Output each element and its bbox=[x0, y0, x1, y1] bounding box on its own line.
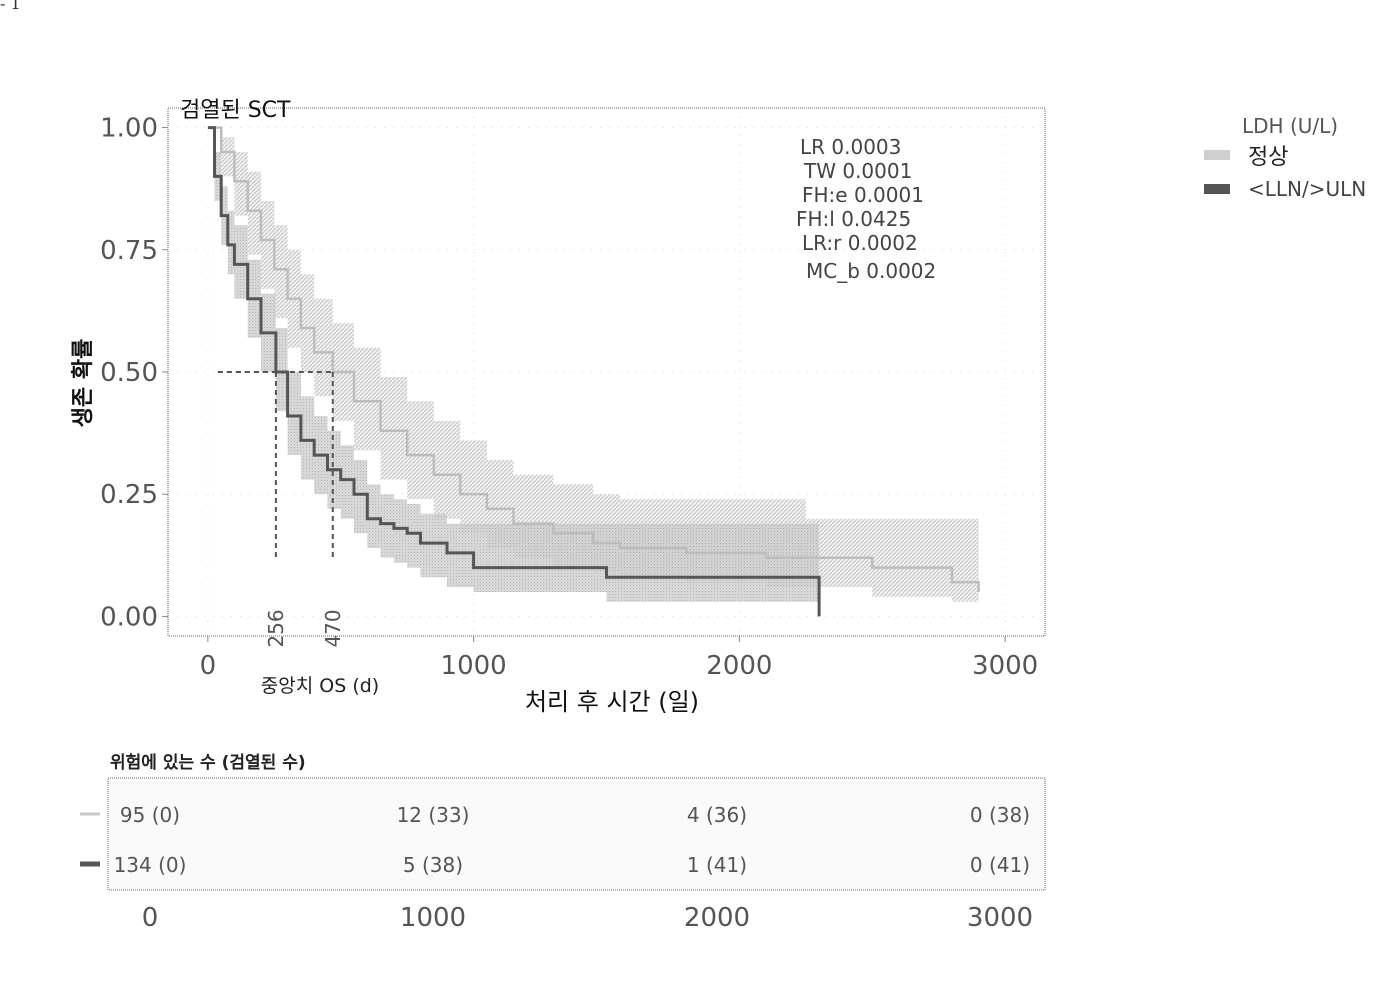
chart-title: 검열된 SCT bbox=[180, 98, 291, 123]
risk-table-cell: 0 (38) bbox=[970, 803, 1030, 827]
stat-lrr: LR:r 0.0002 bbox=[802, 231, 918, 255]
risk-table-cell: 4 (36) bbox=[687, 803, 747, 827]
y-axis-label: 생존 확률 bbox=[71, 339, 96, 428]
stat-fhl: FH:l 0.0425 bbox=[796, 207, 911, 231]
y-tick-label: 0.50 bbox=[100, 358, 158, 388]
median-value-0: 256 bbox=[264, 609, 288, 647]
y-tick-label: 1.00 bbox=[100, 114, 158, 144]
risk-table-x-tick: 1000 bbox=[400, 903, 466, 933]
legend-swatch-abnormal bbox=[1204, 184, 1230, 194]
legend-entry-abnormal: <LLN/>ULN bbox=[1248, 177, 1366, 201]
risk-table-cell: 0 (41) bbox=[970, 853, 1030, 877]
stat-fhe: FH:e 0.0001 bbox=[802, 183, 924, 207]
stats-block: LR 0.0003 TW 0.0001 FH:e 0.0001 FH:l 0.0… bbox=[796, 135, 936, 283]
risk-table-title: 위험에 있는 수 (검열된 수) bbox=[110, 752, 306, 773]
x-tick-label: 1000 bbox=[441, 651, 507, 681]
stat-lr: LR 0.0003 bbox=[800, 135, 901, 159]
risk-table-x-tick: 3000 bbox=[967, 903, 1033, 933]
risk-table-cell: 134 (0) bbox=[114, 853, 187, 877]
risk-table-frame bbox=[107, 777, 1046, 891]
risk-table: 95 (0) 12 (33) 4 (36) 0 (38) 134 (0) 5 (38) 1 … bbox=[80, 777, 1046, 933]
x-axis-label: 처리 후 시간 (일) bbox=[525, 688, 699, 716]
risk-table-cell: 1 (41) bbox=[687, 853, 747, 877]
stat-mcb: MC_b 0.0002 bbox=[806, 259, 936, 283]
risk-table-cell: 95 (0) bbox=[120, 803, 180, 827]
risk-table-x-tick: 0 bbox=[142, 903, 159, 933]
y-tick-label: 0.25 bbox=[100, 480, 158, 510]
survival-curve-0 bbox=[207, 126, 980, 592]
median-value-1: 470 bbox=[321, 609, 345, 647]
risk-table-cell: 5 (38) bbox=[403, 853, 463, 877]
page-marker: - 1 bbox=[0, 0, 21, 13]
x-tick-label: 0 bbox=[200, 651, 217, 681]
x-tick-label: 2000 bbox=[706, 651, 772, 681]
y-tick-label: 0.75 bbox=[100, 236, 158, 266]
legend-entry-normal: 정상 bbox=[1248, 145, 1288, 170]
survival-curve-1 bbox=[207, 126, 821, 617]
risk-table-x-tick: 2000 bbox=[684, 903, 750, 933]
legend: LDH (U/L) 정상 <LLN/>ULN bbox=[1204, 114, 1366, 201]
median-os-label: 중앙치 OS (d) bbox=[261, 675, 379, 697]
x-tick-label: 3000 bbox=[972, 651, 1038, 681]
stat-tw: TW 0.0001 bbox=[803, 159, 912, 183]
risk-table-cell: 12 (33) bbox=[397, 803, 470, 827]
confidence-band-0 bbox=[207, 127, 979, 607]
legend-swatch-normal bbox=[1204, 150, 1230, 160]
legend-title: LDH (U/L) bbox=[1242, 114, 1338, 138]
plot-area: 256 470 0.00 0.25 0.50 0.75 1.00 0 1000 2000 3000 bbox=[100, 107, 1046, 681]
y-tick-label: 0.00 bbox=[100, 602, 158, 632]
